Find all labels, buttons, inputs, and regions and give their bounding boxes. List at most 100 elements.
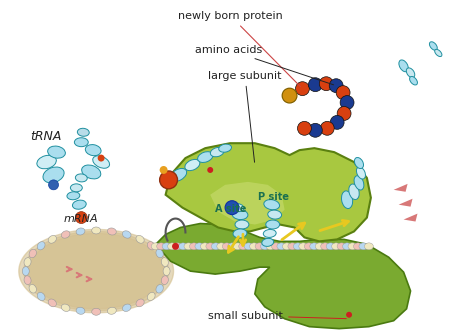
Ellipse shape	[356, 167, 365, 179]
Circle shape	[337, 107, 351, 121]
Ellipse shape	[37, 292, 45, 301]
Ellipse shape	[299, 243, 308, 250]
Ellipse shape	[162, 243, 171, 250]
Ellipse shape	[75, 174, 87, 182]
Ellipse shape	[304, 243, 313, 250]
Ellipse shape	[201, 243, 210, 250]
Ellipse shape	[268, 210, 282, 219]
Circle shape	[336, 86, 350, 100]
Ellipse shape	[348, 243, 357, 250]
Ellipse shape	[210, 148, 224, 157]
Ellipse shape	[190, 243, 199, 250]
Circle shape	[160, 171, 177, 189]
Ellipse shape	[222, 243, 231, 250]
Ellipse shape	[48, 146, 65, 158]
Ellipse shape	[77, 128, 89, 136]
Polygon shape	[394, 184, 408, 192]
Ellipse shape	[332, 243, 340, 250]
Ellipse shape	[399, 60, 408, 72]
Ellipse shape	[293, 243, 302, 250]
Ellipse shape	[74, 138, 88, 147]
Ellipse shape	[321, 243, 329, 250]
Ellipse shape	[315, 243, 324, 250]
Ellipse shape	[359, 243, 368, 250]
Ellipse shape	[435, 49, 442, 57]
Ellipse shape	[410, 77, 418, 85]
Ellipse shape	[217, 243, 226, 250]
Ellipse shape	[233, 229, 247, 238]
Ellipse shape	[277, 243, 286, 250]
Ellipse shape	[168, 243, 176, 250]
Text: mRNA: mRNA	[64, 213, 98, 223]
Ellipse shape	[365, 243, 374, 250]
Ellipse shape	[73, 200, 86, 209]
Ellipse shape	[76, 307, 85, 314]
Ellipse shape	[283, 243, 292, 250]
Ellipse shape	[261, 243, 270, 250]
Circle shape	[48, 180, 58, 190]
Ellipse shape	[92, 227, 100, 234]
Circle shape	[172, 243, 179, 250]
Circle shape	[298, 122, 311, 135]
Ellipse shape	[263, 229, 276, 237]
Ellipse shape	[232, 209, 248, 219]
Ellipse shape	[337, 243, 346, 250]
Circle shape	[282, 88, 297, 103]
Ellipse shape	[232, 203, 244, 212]
Ellipse shape	[262, 238, 273, 246]
Circle shape	[75, 211, 87, 223]
Circle shape	[160, 166, 168, 174]
Polygon shape	[399, 199, 412, 207]
Ellipse shape	[24, 276, 31, 285]
Ellipse shape	[198, 152, 213, 163]
Ellipse shape	[326, 243, 335, 250]
Circle shape	[340, 96, 354, 110]
Text: large subunit: large subunit	[208, 71, 282, 162]
Ellipse shape	[343, 243, 352, 250]
Ellipse shape	[235, 220, 249, 229]
Circle shape	[283, 89, 297, 103]
Ellipse shape	[71, 184, 82, 192]
Circle shape	[207, 167, 213, 173]
Ellipse shape	[184, 243, 193, 250]
Ellipse shape	[108, 228, 116, 235]
Text: newly born protein: newly born protein	[179, 11, 301, 87]
Ellipse shape	[354, 176, 364, 190]
Text: P site: P site	[258, 192, 289, 202]
Circle shape	[346, 312, 352, 318]
Text: A site: A site	[215, 203, 246, 214]
Text: tRNA: tRNA	[30, 130, 61, 143]
Ellipse shape	[157, 243, 165, 250]
Text: amino acids: amino acids	[195, 45, 334, 85]
Ellipse shape	[272, 243, 281, 250]
Polygon shape	[155, 223, 410, 329]
Circle shape	[329, 79, 343, 93]
Ellipse shape	[264, 199, 280, 210]
Ellipse shape	[29, 284, 36, 293]
Ellipse shape	[341, 191, 353, 208]
Circle shape	[330, 116, 344, 129]
Ellipse shape	[239, 243, 247, 250]
Ellipse shape	[163, 267, 170, 276]
Polygon shape	[19, 229, 173, 313]
Ellipse shape	[147, 242, 155, 250]
Ellipse shape	[76, 228, 85, 235]
Ellipse shape	[179, 243, 188, 250]
Ellipse shape	[250, 243, 258, 250]
Ellipse shape	[173, 243, 182, 250]
Ellipse shape	[219, 144, 231, 152]
Ellipse shape	[85, 145, 101, 156]
Ellipse shape	[151, 243, 160, 250]
Ellipse shape	[24, 258, 31, 266]
Ellipse shape	[355, 158, 364, 168]
Ellipse shape	[185, 160, 200, 170]
Ellipse shape	[211, 243, 220, 250]
Ellipse shape	[349, 184, 359, 199]
Ellipse shape	[354, 243, 363, 250]
Circle shape	[295, 82, 310, 96]
Ellipse shape	[288, 243, 297, 250]
Polygon shape	[403, 213, 418, 221]
Ellipse shape	[195, 243, 204, 250]
Ellipse shape	[108, 307, 116, 314]
Polygon shape	[24, 231, 169, 311]
